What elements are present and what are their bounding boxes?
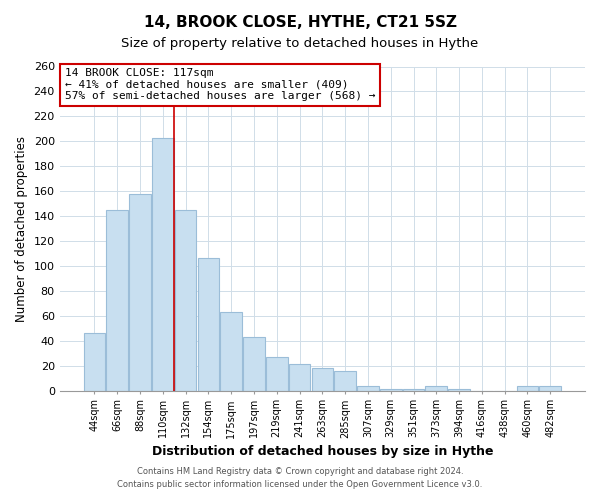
Bar bbox=[357, 386, 379, 390]
Bar bbox=[175, 210, 196, 390]
Bar bbox=[106, 210, 128, 390]
Bar bbox=[311, 368, 333, 390]
Bar bbox=[539, 386, 561, 390]
X-axis label: Distribution of detached houses by size in Hythe: Distribution of detached houses by size … bbox=[152, 444, 493, 458]
Bar bbox=[266, 357, 287, 390]
Bar bbox=[334, 370, 356, 390]
Bar bbox=[152, 138, 173, 390]
Bar bbox=[129, 194, 151, 390]
Bar bbox=[220, 312, 242, 390]
Text: Size of property relative to detached houses in Hythe: Size of property relative to detached ho… bbox=[121, 38, 479, 51]
Bar bbox=[425, 386, 447, 390]
Text: Contains HM Land Registry data © Crown copyright and database right 2024.
Contai: Contains HM Land Registry data © Crown c… bbox=[118, 468, 482, 489]
Bar bbox=[197, 258, 219, 390]
Bar bbox=[289, 364, 310, 390]
Text: 14 BROOK CLOSE: 117sqm
← 41% of detached houses are smaller (409)
57% of semi-de: 14 BROOK CLOSE: 117sqm ← 41% of detached… bbox=[65, 68, 376, 102]
Y-axis label: Number of detached properties: Number of detached properties bbox=[15, 136, 28, 322]
Text: 14, BROOK CLOSE, HYTHE, CT21 5SZ: 14, BROOK CLOSE, HYTHE, CT21 5SZ bbox=[143, 15, 457, 30]
Bar bbox=[83, 333, 105, 390]
Bar bbox=[243, 337, 265, 390]
Bar bbox=[517, 386, 538, 390]
